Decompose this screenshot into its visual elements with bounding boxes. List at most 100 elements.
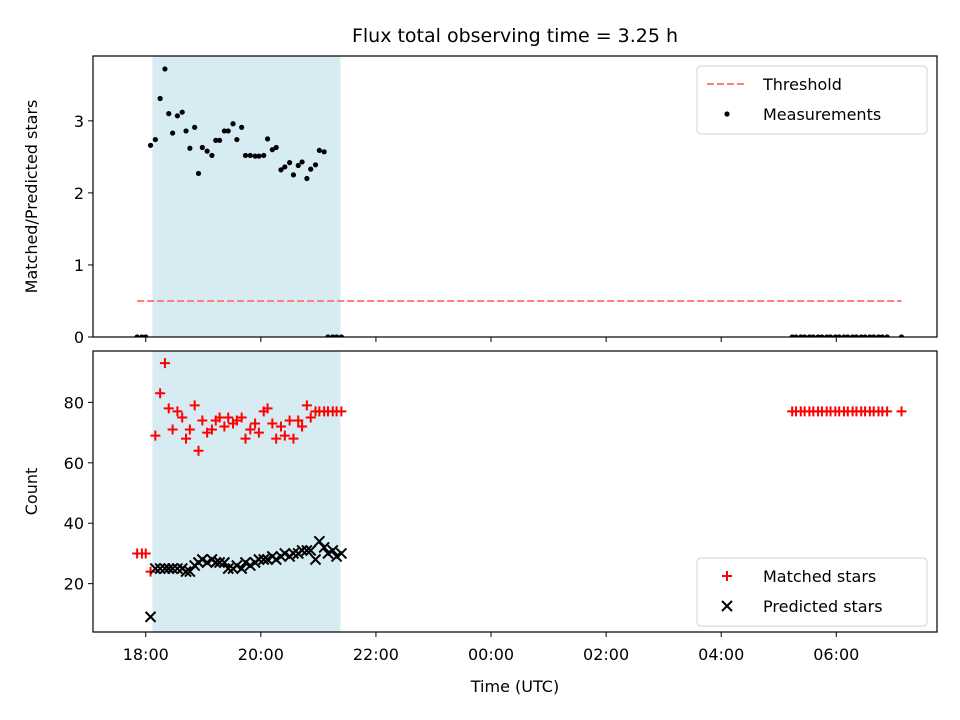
measurements-point <box>192 124 198 130</box>
measurements-point <box>221 128 227 134</box>
matched-stars-point <box>167 424 178 435</box>
matched-stars-point <box>267 418 278 429</box>
predicted-stars-point <box>301 544 313 557</box>
x-tick-label: 04:00 <box>698 645 744 664</box>
measurements-point <box>308 166 314 172</box>
y-tick-label: 3 <box>74 112 84 131</box>
measurements-point <box>325 334 331 337</box>
plot-area <box>132 358 907 623</box>
measurements-point <box>213 137 219 143</box>
measurements-point <box>247 152 253 159</box>
legend: Matched stars Predicted stars <box>696 557 928 627</box>
plot-area <box>134 66 905 337</box>
y-axis-label: Count <box>22 468 41 516</box>
measurements-point <box>162 66 168 72</box>
measurements-point <box>819 334 825 337</box>
matched-stars-point <box>293 415 304 426</box>
matched-stars-point <box>882 406 893 417</box>
measurements-point <box>806 334 813 337</box>
measurements-point <box>278 167 284 173</box>
threshold-legend-label: Threshold <box>762 75 842 94</box>
measurements-point <box>264 136 271 142</box>
predicted-stars-point <box>296 544 308 557</box>
measurements-point <box>312 162 319 168</box>
measurements-legend-handle <box>724 111 730 117</box>
measurements-point <box>256 153 262 159</box>
measurements-point <box>139 334 145 337</box>
measurements-point <box>187 145 193 151</box>
measurements-point <box>147 142 154 148</box>
measurements-point <box>217 137 223 143</box>
measurements-point <box>282 164 288 170</box>
predicted-stars-point <box>222 562 234 575</box>
measurements-point <box>330 334 336 337</box>
measurements-point <box>789 334 795 337</box>
measurements-point <box>802 334 808 337</box>
measurements-point <box>867 334 873 337</box>
y-tick-label: 60 <box>64 454 84 473</box>
measurements-point <box>845 334 851 337</box>
predicted-stars-point <box>154 562 166 575</box>
y-tick-label: 80 <box>64 393 84 412</box>
matched-stars-point <box>197 415 208 426</box>
predicted-stars-point <box>180 565 192 578</box>
matched-stars-point <box>223 412 234 423</box>
predicted-stars-point <box>235 562 248 575</box>
measurements-point <box>234 136 240 143</box>
matched-stars-point <box>155 388 166 399</box>
measurements-point <box>199 144 205 151</box>
matched-stars-point <box>275 421 286 432</box>
legend-box <box>696 557 928 627</box>
measurements-point <box>316 147 322 153</box>
x-tick-label: 02:00 <box>583 645 629 664</box>
matched-stars-point <box>305 412 316 423</box>
legend-box <box>696 65 928 135</box>
measurements-point <box>290 172 297 178</box>
predicted-stars-point <box>213 556 226 569</box>
matched-stars-point <box>214 412 225 423</box>
matched-stars-point <box>193 445 204 456</box>
measurements-point <box>204 148 210 154</box>
matched-stars-point <box>236 412 247 423</box>
x-tick-label: 06:00 <box>813 645 859 664</box>
matched-stars-point <box>336 406 347 417</box>
observing-window-span <box>152 56 341 337</box>
predicted-stars-point <box>327 544 339 557</box>
predicted-stars-point <box>253 553 265 566</box>
measurements-point <box>841 334 847 337</box>
matched-stars-point <box>140 548 151 559</box>
matched-stars-point <box>240 433 251 444</box>
measurements-point <box>287 160 293 166</box>
matched-stars-point <box>288 433 299 444</box>
predicted-stars-point <box>258 553 270 566</box>
matched-stars-point <box>219 421 230 432</box>
predicted-stars-point <box>163 562 175 575</box>
measurements-point <box>174 113 180 119</box>
measurements-point <box>295 162 301 169</box>
matched-stars-point <box>184 424 195 435</box>
y-tick-label: 0 <box>74 328 84 347</box>
measurements-point <box>338 334 345 337</box>
measurements-point <box>134 334 140 337</box>
measurements-point <box>875 334 882 337</box>
measurements-point <box>299 159 305 165</box>
matched-stars-point <box>896 406 907 417</box>
measurements-point <box>225 128 231 134</box>
measurements-point <box>252 153 258 159</box>
measurements-point <box>334 334 340 337</box>
predicted-stars-point <box>335 547 348 560</box>
panel-ratio: 0 1 2 3 Flux total observing time = 3.25 h Ma… <box>22 25 938 347</box>
measurements-point <box>152 136 158 143</box>
matched-stars-point <box>245 424 256 435</box>
matched-stars-point <box>253 427 264 438</box>
y-tick-label: 1 <box>74 256 84 275</box>
y-tick-label: 20 <box>64 575 84 594</box>
measurements-point <box>209 152 215 159</box>
measurements-point <box>832 334 838 337</box>
matched-stars-point <box>150 430 161 441</box>
matched-stars-point <box>279 430 290 441</box>
measurements-point <box>304 175 310 182</box>
y-tick-label: 40 <box>64 514 84 533</box>
measurements-point <box>871 334 877 337</box>
